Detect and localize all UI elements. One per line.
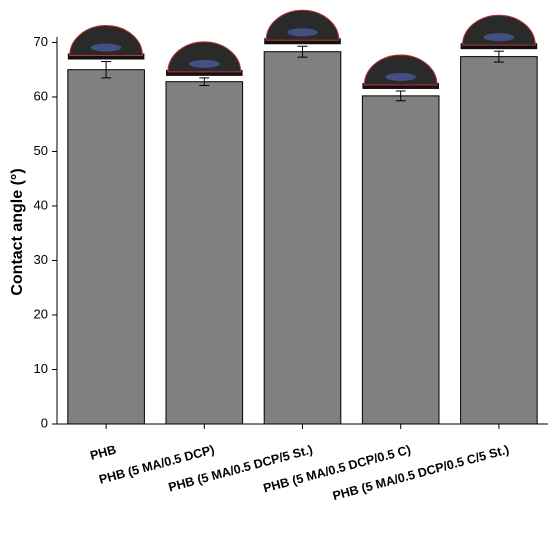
- x-tick-label: PHB (5 MA/0.5 DCP/0.5 C/5 St.): [331, 443, 510, 504]
- droplet-highlight: [90, 43, 122, 52]
- error-bar: [395, 90, 406, 102]
- droplet-base: [67, 53, 145, 60]
- y-tick-label: 60: [34, 88, 48, 103]
- y-tick-label: 10: [34, 361, 48, 376]
- droplet-highlight: [483, 33, 515, 42]
- y-axis-label: Contact angle (°): [9, 168, 26, 295]
- droplet-image: [363, 54, 438, 86]
- y-tick-label: 20: [34, 306, 48, 321]
- y-tick-label: 0: [41, 415, 48, 430]
- droplet-image: [167, 41, 242, 73]
- droplet-image: [462, 14, 536, 46]
- bar: [460, 56, 538, 425]
- droplet-highlight: [188, 59, 220, 68]
- droplet-base: [264, 38, 341, 45]
- error-bar: [101, 61, 112, 79]
- y-tick-label: 70: [34, 34, 48, 49]
- bar: [263, 51, 342, 425]
- droplet-base: [362, 82, 439, 89]
- droplet-highlight: [385, 72, 417, 81]
- x-tick-label: PHB: [89, 443, 118, 463]
- error-bar: [493, 50, 504, 63]
- bar: [361, 95, 440, 425]
- y-tick-label: 30: [34, 252, 48, 267]
- y-tick-label: 40: [34, 197, 48, 212]
- droplet-image: [69, 25, 143, 57]
- droplet-base: [460, 43, 538, 50]
- error-bar: [199, 77, 210, 87]
- error-bar: [297, 45, 308, 58]
- droplet-base: [166, 69, 243, 76]
- bar: [67, 69, 145, 425]
- droplet-image: [265, 9, 340, 41]
- bar: [165, 81, 244, 425]
- droplet-highlight: [287, 28, 318, 37]
- y-tick-label: 50: [34, 143, 48, 158]
